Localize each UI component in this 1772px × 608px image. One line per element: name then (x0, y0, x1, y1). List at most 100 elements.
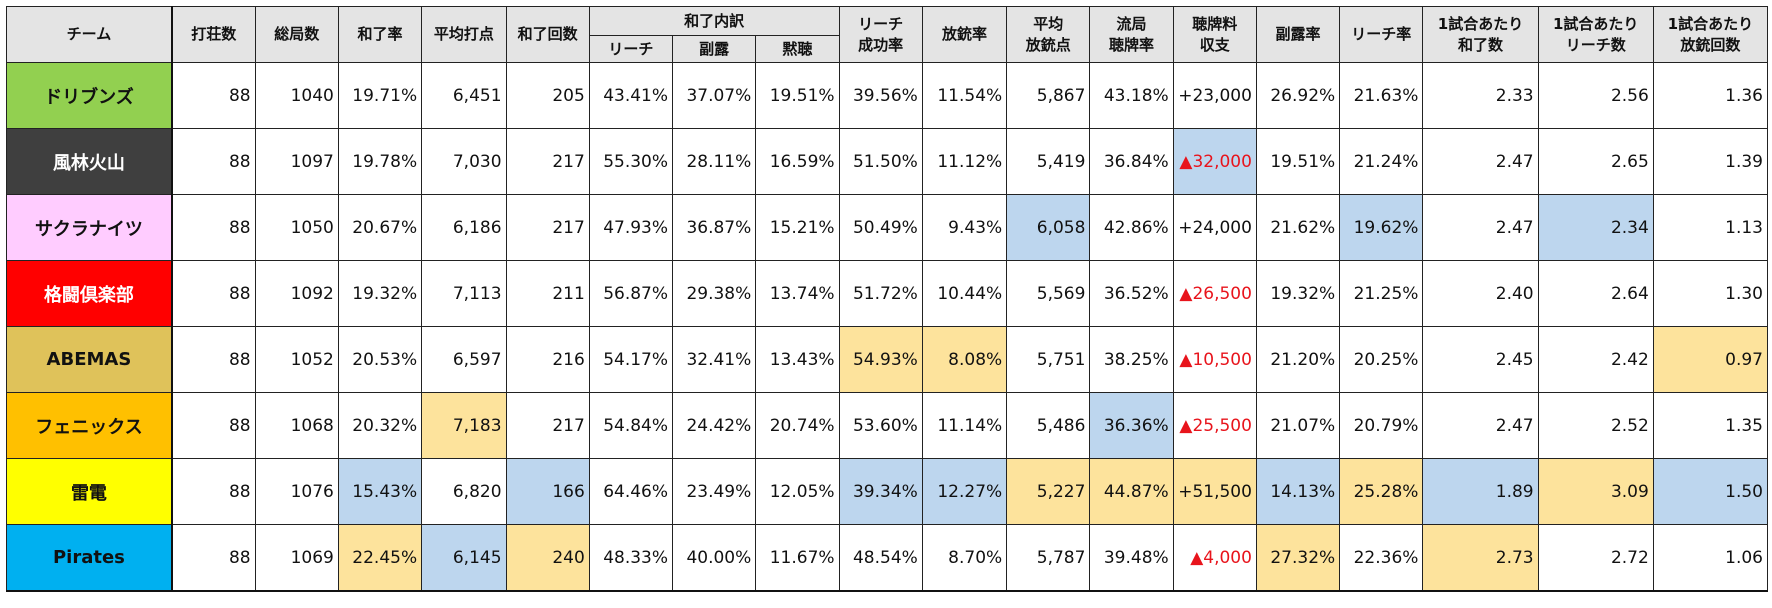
rounds-cell: 1076 (254, 458, 339, 525)
avg-deal-in-cell: 5,227 (1006, 458, 1091, 525)
breakdown-riichi-cell: 56.87% (588, 260, 674, 327)
tenpai-payment-cell: +24,000 (1172, 194, 1257, 261)
tenpai-payment-cell: ▲4,000 (1172, 524, 1257, 592)
avg-win-cell: 6,597 (421, 326, 507, 393)
riichi-success-cell: 50.49% (838, 194, 923, 261)
tenpai-payment-cell: ▲32,000 (1172, 128, 1257, 195)
games-cell: 88 (171, 326, 256, 393)
per-game-riichi-cell: 2.42 (1537, 326, 1654, 393)
per-game-deal-in-cell: 1.35 (1652, 392, 1769, 459)
header-win-count: 和了回数 (505, 6, 590, 63)
draw-tenpai-cell: 38.25% (1089, 326, 1174, 393)
per-game-riichi-cell: 2.56 (1537, 62, 1654, 129)
header-avg-deal-in-line2: 放銃点 (1025, 36, 1071, 54)
games-cell: 88 (171, 62, 256, 129)
table-row: フェニックス 88 1068 20.32% 7,183 217 54.84% 24.42% 20… (5, 392, 1769, 459)
per-game-wins-cell: 2.40 (1422, 260, 1539, 327)
per-game-riichi-cell: 3.09 (1537, 458, 1654, 525)
win-count-cell: 166 (505, 458, 590, 525)
header-per-game-deal-in: 1試合あたり 放銃回数 (1652, 6, 1769, 63)
breakdown-furo-cell: 28.11% (672, 128, 757, 195)
games-cell: 88 (171, 458, 256, 525)
avg-win-cell: 6,451 (421, 62, 507, 129)
header-breakdown-furo: 副露 (672, 35, 757, 63)
avg-win-cell: 7,183 (421, 392, 507, 459)
header-per-game-deal-in-line2: 放銃回数 (1680, 36, 1741, 54)
team-name-cell: 雷電 (5, 458, 173, 525)
win-count-cell: 240 (505, 524, 590, 592)
header-win-rate: 和了率 (337, 6, 423, 63)
tenpai-payment-cell: +51,500 (1172, 458, 1257, 525)
breakdown-dama-cell: 13.43% (755, 326, 840, 393)
tenpai-payment-cell: ▲10,500 (1172, 326, 1257, 393)
per-game-wins-cell: 2.47 (1422, 128, 1539, 195)
rounds-cell: 1052 (254, 326, 339, 393)
header-breakdown-dama: 黙聴 (755, 35, 840, 63)
breakdown-furo-cell: 36.87% (672, 194, 757, 261)
deal-in-rate-cell: 9.43% (921, 194, 1008, 261)
per-game-deal-in-cell: 1.13 (1652, 194, 1769, 261)
win-rate-cell: 20.53% (337, 326, 423, 393)
team-name-cell: ドリブンズ (5, 62, 173, 129)
avg-deal-in-cell: 5,419 (1006, 128, 1091, 195)
per-game-wins-cell: 2.33 (1422, 62, 1539, 129)
header-per-game-riichi-line2: リーチ数 (1565, 36, 1626, 54)
rounds-cell: 1097 (254, 128, 339, 195)
header-avg-deal-in: 平均 放銃点 (1006, 6, 1091, 63)
header-breakdown-riichi: リーチ (588, 35, 674, 63)
breakdown-dama-cell: 13.74% (755, 260, 840, 327)
header-per-game-wins: 1試合あたり 和了数 (1422, 6, 1539, 63)
riichi-rate-cell: 20.79% (1339, 392, 1424, 459)
team-name-cell: 風林火山 (5, 128, 173, 195)
table-row: ABEMAS 88 1052 20.53% 6,597 216 54.17% 32.41% 13… (5, 326, 1769, 393)
team-name-cell: サクラナイツ (5, 194, 173, 261)
deal-in-rate-cell: 8.08% (921, 326, 1008, 393)
avg-win-cell: 7,030 (421, 128, 507, 195)
header-draw-tenpai-line2: 聴牌率 (1109, 36, 1155, 54)
header-avg-win: 平均打点 (421, 6, 507, 63)
header-draw-tenpai: 流局 聴牌率 (1089, 6, 1174, 63)
table-row: 風林火山 88 1097 19.78% 7,030 217 55.30% 28.11% 16.5… (5, 128, 1769, 195)
team-name-cell: ABEMAS (5, 326, 173, 393)
team-name-cell: Pirates (5, 524, 173, 592)
games-cell: 88 (171, 524, 256, 592)
furo-rate-cell: 19.32% (1255, 260, 1341, 327)
breakdown-riichi-cell: 54.17% (588, 326, 674, 393)
avg-deal-in-cell: 6,058 (1006, 194, 1091, 261)
rounds-cell: 1068 (254, 392, 339, 459)
per-game-wins-cell: 2.45 (1422, 326, 1539, 393)
win-rate-cell: 20.32% (337, 392, 423, 459)
furo-rate-cell: 21.20% (1255, 326, 1341, 393)
draw-tenpai-cell: 44.87% (1089, 458, 1174, 525)
tenpai-payment-cell: ▲26,500 (1172, 260, 1257, 327)
header-per-game-riichi-line1: 1試合あたり (1552, 15, 1639, 33)
table-row: Pirates 88 1069 22.45% 6,145 240 48.33% 40.00% 1… (5, 524, 1769, 592)
riichi-success-cell: 51.72% (838, 260, 923, 327)
riichi-success-cell: 53.60% (838, 392, 923, 459)
per-game-riichi-cell: 2.64 (1537, 260, 1654, 327)
header-per-game-wins-line1: 1試合あたり (1437, 15, 1524, 33)
avg-deal-in-cell: 5,751 (1006, 326, 1091, 393)
table-header: チーム 打荘数 総局数 和了率 平均打点 和了回数 和了内訳 リーチ 成功率 放銃… (5, 6, 1769, 63)
riichi-rate-cell: 19.62% (1339, 194, 1424, 261)
furo-rate-cell: 21.07% (1255, 392, 1341, 459)
riichi-success-cell: 48.54% (838, 524, 923, 592)
table-row: サクラナイツ 88 1050 20.67% 6,186 217 47.93% 36.87% 15… (5, 194, 1769, 261)
furo-rate-cell: 19.51% (1255, 128, 1341, 195)
win-rate-cell: 15.43% (337, 458, 423, 525)
rounds-cell: 1040 (254, 62, 339, 129)
header-per-game-riichi: 1試合あたり リーチ数 (1537, 6, 1654, 63)
furo-rate-cell: 21.62% (1255, 194, 1341, 261)
breakdown-riichi-cell: 54.84% (588, 392, 674, 459)
per-game-deal-in-cell: 1.50 (1652, 458, 1769, 525)
team-name-cell: フェニックス (5, 392, 173, 459)
header-per-game-wins-line2: 和了数 (1458, 36, 1504, 54)
riichi-rate-cell: 25.28% (1339, 458, 1424, 525)
header-team: チーム (5, 6, 173, 63)
win-count-cell: 217 (505, 392, 590, 459)
per-game-riichi-cell: 2.52 (1537, 392, 1654, 459)
per-game-riichi-cell: 2.34 (1537, 194, 1654, 261)
breakdown-furo-cell: 40.00% (672, 524, 757, 592)
avg-win-cell: 7,113 (421, 260, 507, 327)
header-riichi-success: リーチ 成功率 (838, 6, 923, 63)
